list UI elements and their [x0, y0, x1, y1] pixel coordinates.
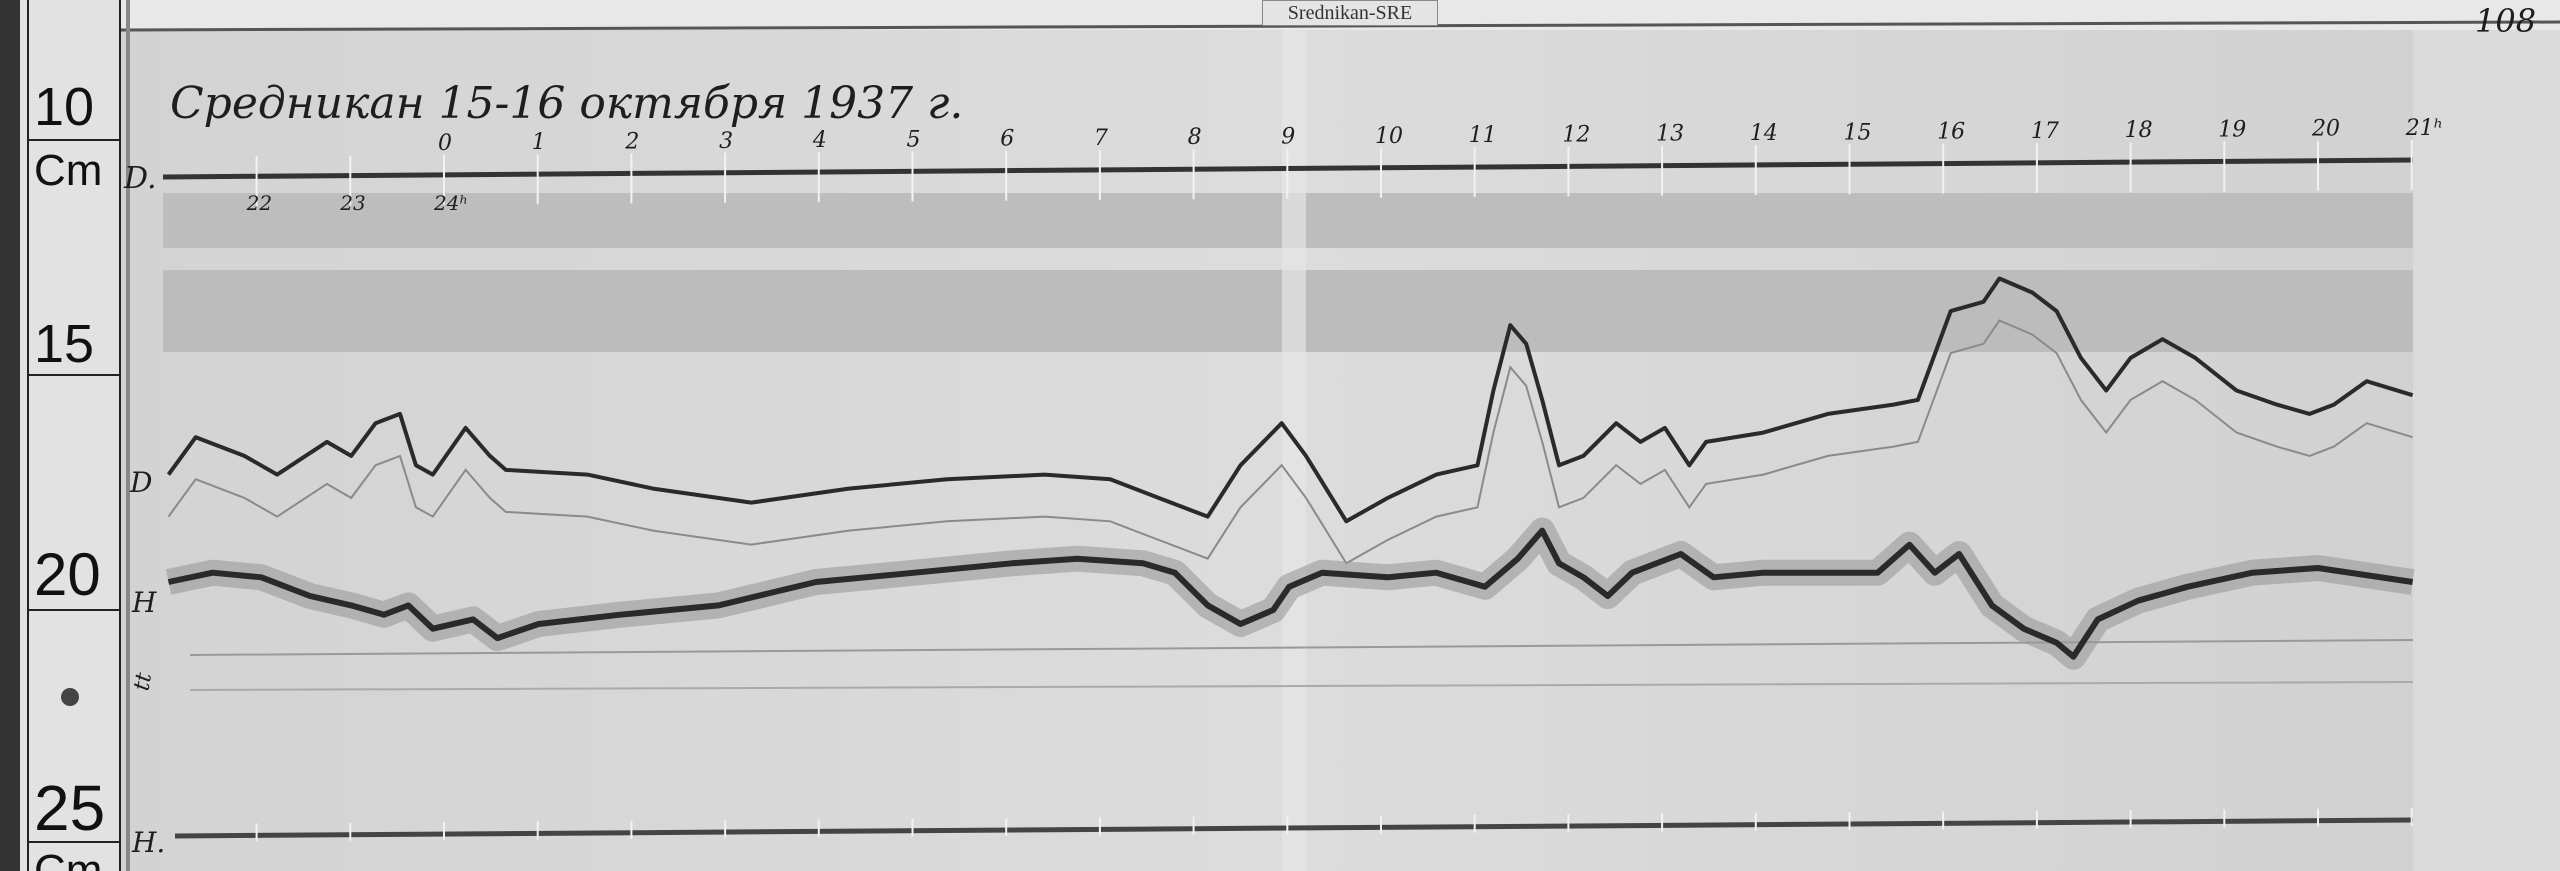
hour-label: 0: [438, 131, 452, 156]
hour-label: 15: [1844, 120, 1872, 145]
hour-label-lower: 23: [339, 191, 365, 215]
d-baseline-label: D.: [123, 161, 157, 196]
ruler-pin-hole: [61, 688, 79, 706]
hour-label: 17: [2031, 119, 2059, 144]
chart-title: Средникан 15-16 октября 1937 г.: [170, 78, 963, 129]
header-tag: Srednikan-SRE: [1262, 0, 1438, 26]
hour-label: 8: [1188, 125, 1202, 150]
hour-label: 3: [719, 129, 733, 154]
hour-label: 1: [532, 130, 546, 155]
hour-label: 12: [1562, 122, 1590, 147]
ruler-label-10: 10: [34, 77, 94, 137]
hour-label: 11: [1469, 123, 1497, 148]
hour-label: 19: [2218, 117, 2246, 142]
d-trace-shadow: [167, 319, 2413, 565]
hour-label: 18: [2125, 118, 2153, 143]
left-dark-strip: [0, 0, 20, 871]
hour-label: 21ʰ: [2405, 116, 2444, 141]
hour-label: 10: [1375, 124, 1403, 149]
hour-label: 5: [907, 127, 921, 152]
h-baseline-label: H.: [131, 826, 165, 859]
ruler-panel: [20, 0, 120, 871]
top-edge-line: [109, 20, 2560, 32]
h-baseline: [174, 817, 2414, 839]
hour-label-lower: 22: [246, 191, 272, 215]
hour-label: 7: [1094, 126, 1108, 151]
d-trace-label: D: [129, 466, 152, 499]
hour-label: 9: [1281, 125, 1295, 150]
hour-label: 16: [1937, 120, 1965, 145]
h-trace-label: H: [131, 586, 157, 619]
t-trace-label: tt: [129, 671, 157, 693]
hour-label: 13: [1656, 122, 1684, 147]
hour-label: 20: [2311, 117, 2340, 142]
ruler-label-25: 25: [34, 772, 105, 844]
hour-label: 4: [812, 128, 827, 153]
hour-label: 6: [1000, 127, 1014, 152]
h-trace: [167, 527, 2414, 660]
ruler-label-20: 20: [34, 541, 101, 608]
ruler-label-15: 15: [34, 314, 94, 374]
d-trace: [166, 276, 2414, 524]
ruler-label-cm-bottom: Cm: [34, 846, 102, 871]
t-line: [189, 681, 2414, 691]
hour-label: 2: [624, 129, 639, 154]
page-number: 108: [2475, 2, 2536, 40]
hour-label-lower: 24ʰ: [433, 191, 468, 215]
hour-label: 14: [1750, 121, 1778, 146]
right-margin: [2413, 30, 2560, 871]
ruler-label-cm: Cm: [34, 146, 102, 195]
